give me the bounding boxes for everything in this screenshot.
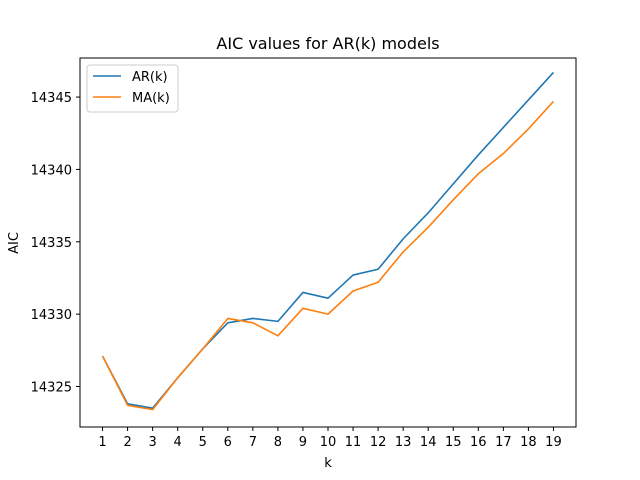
- y-tick-label: 14345: [31, 91, 72, 106]
- y-axis: 14325 14330 14335 14340 14345: [31, 91, 80, 395]
- legend: AR(k) MA(k): [86, 64, 179, 113]
- x-tick-label: 19: [545, 435, 562, 450]
- y-tick-label: 14335: [31, 236, 72, 251]
- x-tick-label: 15: [445, 435, 462, 450]
- x-tick-label: 12: [370, 435, 387, 450]
- series-line-ma: [101, 100, 555, 411]
- x-tick-label: 9: [299, 435, 307, 450]
- x-tick-label: 16: [470, 435, 487, 450]
- x-tick-label: 7: [249, 435, 257, 450]
- x-tick-label: 11: [345, 435, 362, 450]
- x-tick-label: 1: [98, 435, 106, 450]
- x-axis: 1 2 3 4 5 6 7 8 9 10 11 12 13 14 15 16 17 18 19: [98, 427, 562, 450]
- chart-title: AIC values for AR(k) models: [216, 34, 439, 53]
- y-tick-label: 14330: [31, 308, 72, 323]
- y-tick-label: 14325: [31, 380, 72, 395]
- legend-label-ma: MA(k): [132, 91, 170, 106]
- x-tick-label: 18: [520, 435, 537, 450]
- x-tick-label: 17: [495, 435, 512, 450]
- x-tick-label: 13: [395, 435, 412, 450]
- plot-lines: [101, 71, 555, 411]
- x-tick-label: 2: [123, 435, 131, 450]
- x-tick-label: 3: [149, 435, 157, 450]
- x-axis-label: k: [324, 456, 332, 471]
- x-tick-label: 10: [320, 435, 337, 450]
- x-tick-label: 6: [224, 435, 232, 450]
- series-line-ar: [101, 71, 555, 409]
- x-tick-label: 4: [174, 435, 182, 450]
- x-tick-label: 8: [274, 435, 282, 450]
- x-tick-label: 5: [199, 435, 207, 450]
- x-tick-label: 14: [420, 435, 437, 450]
- legend-label-ar: AR(k): [132, 70, 168, 85]
- y-tick-label: 14340: [31, 163, 72, 178]
- plot-frame: [79, 57, 577, 428]
- y-axis-label: AIC: [7, 232, 22, 254]
